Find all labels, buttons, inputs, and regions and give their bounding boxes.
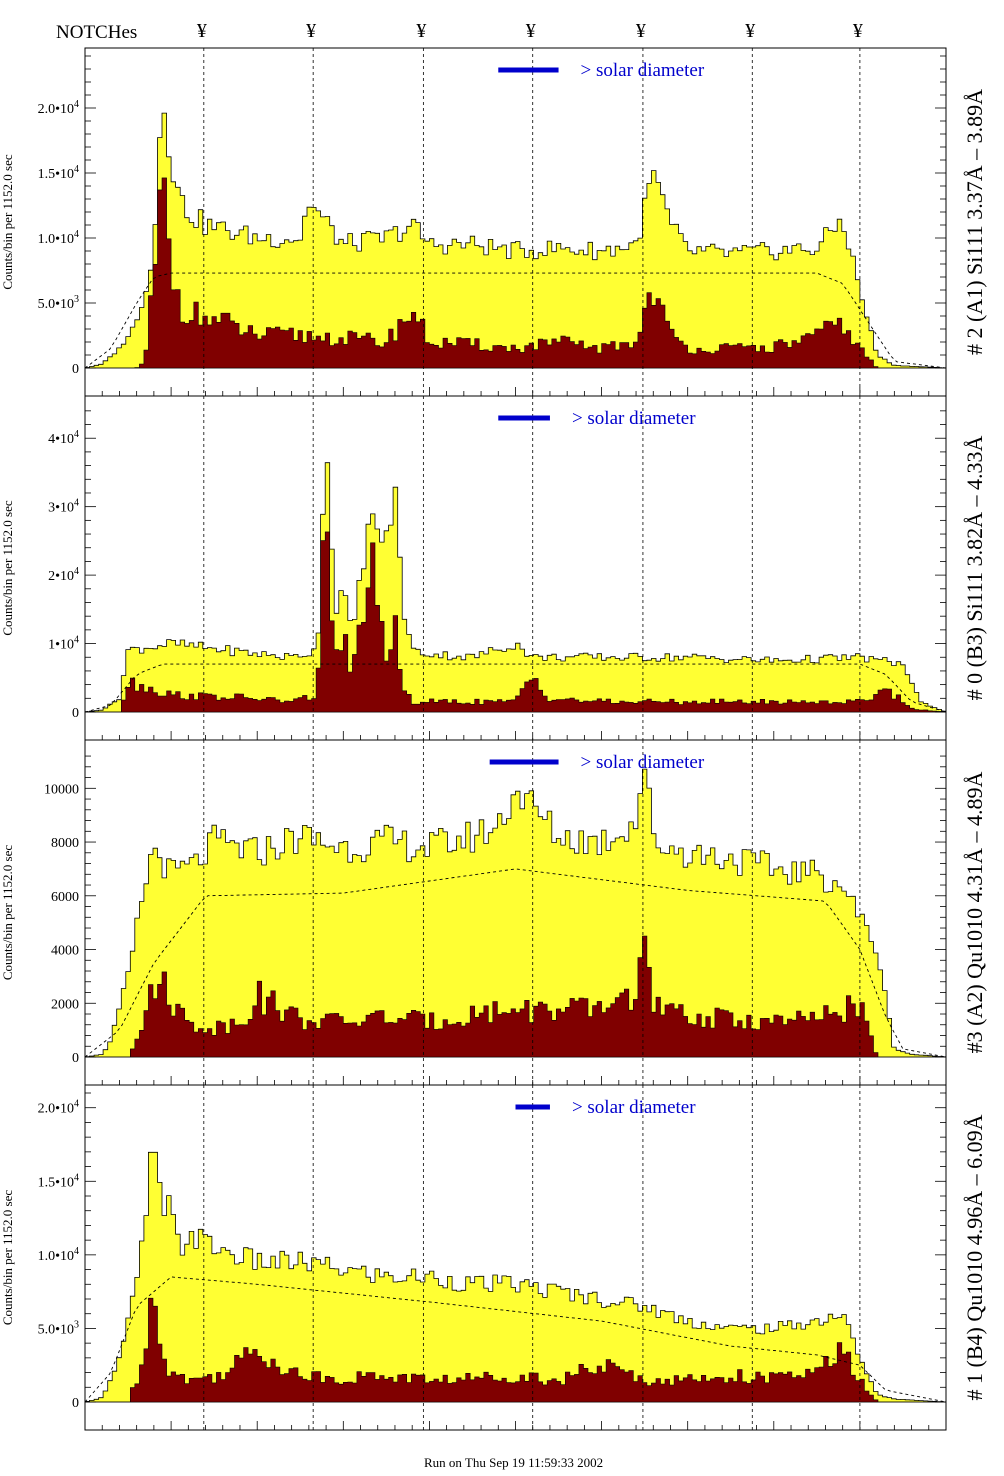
notch-marker: ¥	[197, 20, 207, 42]
y-tick-label: 10000	[44, 782, 79, 797]
legend-text: > solar diameter	[572, 408, 696, 429]
legend-text: > solar diameter	[572, 1097, 696, 1118]
notch-marker: ¥	[306, 20, 316, 42]
notch-markers: ¥ ¥ ¥ ¥ ¥ ¥ ¥	[197, 20, 863, 42]
y-tick-label: 0	[72, 362, 79, 377]
y-tick-label: 1.0•104	[38, 229, 79, 247]
y-tick-label: 0	[72, 706, 79, 721]
y-tick-label: 5.0•103	[38, 1319, 79, 1337]
notch-marker: ¥	[853, 20, 863, 42]
y-tick-label: 4000	[51, 944, 79, 959]
panel-a1: 0 5.0•103 1.0•104 1.5•104 2.0•104 Counts/bin …	[0, 47, 987, 397]
y-tick-label: 1.5•104	[38, 1172, 79, 1190]
series-total-histogram	[84, 112, 947, 369]
y-axis-label: Counts/bin per 1152.0 sec	[0, 500, 15, 636]
y-axis-label: Counts/bin per 1152.0 sec	[0, 1190, 15, 1326]
y-tick-label: 0	[72, 1396, 79, 1411]
series-total-histogram	[84, 462, 947, 713]
notch-marker: ¥	[636, 20, 646, 42]
y-tick-label: 1.5•104	[38, 164, 79, 182]
y-axis-label: Counts/bin per 1152.0 sec	[0, 154, 15, 290]
model-curve	[84, 663, 947, 713]
y-tick-label: 4•104	[48, 429, 79, 447]
notch-marker: ¥	[745, 20, 755, 42]
panel-b3: 0 1•104 2•104 3•104 4•104 Counts/bin per 1152…	[0, 395, 987, 741]
series-component-histogram	[85, 531, 947, 713]
model-curve	[84, 272, 947, 369]
series-component-histogram	[85, 935, 946, 1058]
y-tick-label: 2.0•104	[38, 99, 79, 117]
notches-label: NOTCHes	[56, 22, 137, 43]
legend-text: > solar diameter	[581, 752, 705, 773]
panel-b4: 0 5.0•103 1.0•104 1.5•104 2.0•104 Counts/bin …	[0, 1084, 987, 1431]
y-tick-label: 6000	[51, 890, 79, 905]
y-tick-label: 2.0•104	[38, 1099, 79, 1117]
y-tick-label: 0	[72, 1051, 79, 1066]
panel-side-title: # 1 (B4) Qu1010 4.96Å – 6.09Å	[962, 1114, 987, 1400]
y-tick-label: 1•104	[48, 635, 79, 653]
panel-side-title: # 2 (A1) Si111 3.37Å – 3.89Å	[962, 89, 987, 355]
y-tick-label: 3•104	[48, 498, 79, 516]
y-axis-label: Counts/bin per 1152.0 sec	[0, 845, 15, 981]
y-tick-label: 2000	[51, 997, 79, 1012]
panel-side-title: # 0 (B3) Si111 3.82Å – 4.33Å	[962, 435, 987, 700]
model-curve	[84, 1276, 947, 1403]
legend-text: > solar diameter	[581, 60, 705, 81]
series-total-histogram	[84, 768, 947, 1058]
notch-marker: ¥	[416, 20, 426, 42]
panel-a2: 0 2000 4000 6000 8000 10000 Counts/bin per 115…	[0, 739, 987, 1086]
y-tick-label: 2•104	[48, 566, 79, 584]
series-total-histogram	[84, 1151, 947, 1403]
y-tick-label: 1.0•104	[38, 1246, 79, 1264]
panel-side-title: #3 (A2) Qu1010 4.31Å – 4.89Å	[962, 772, 987, 1054]
panels: 0 5.0•103 1.0•104 1.5•104 2.0•104 Counts/bin …	[0, 47, 987, 1431]
y-tick-label: 8000	[51, 836, 79, 851]
footer-text: Run on Thu Sep 19 11:59:33 2002	[424, 1455, 603, 1470]
y-tick-label: 5.0•103	[38, 294, 79, 312]
notch-marker: ¥	[526, 20, 536, 42]
